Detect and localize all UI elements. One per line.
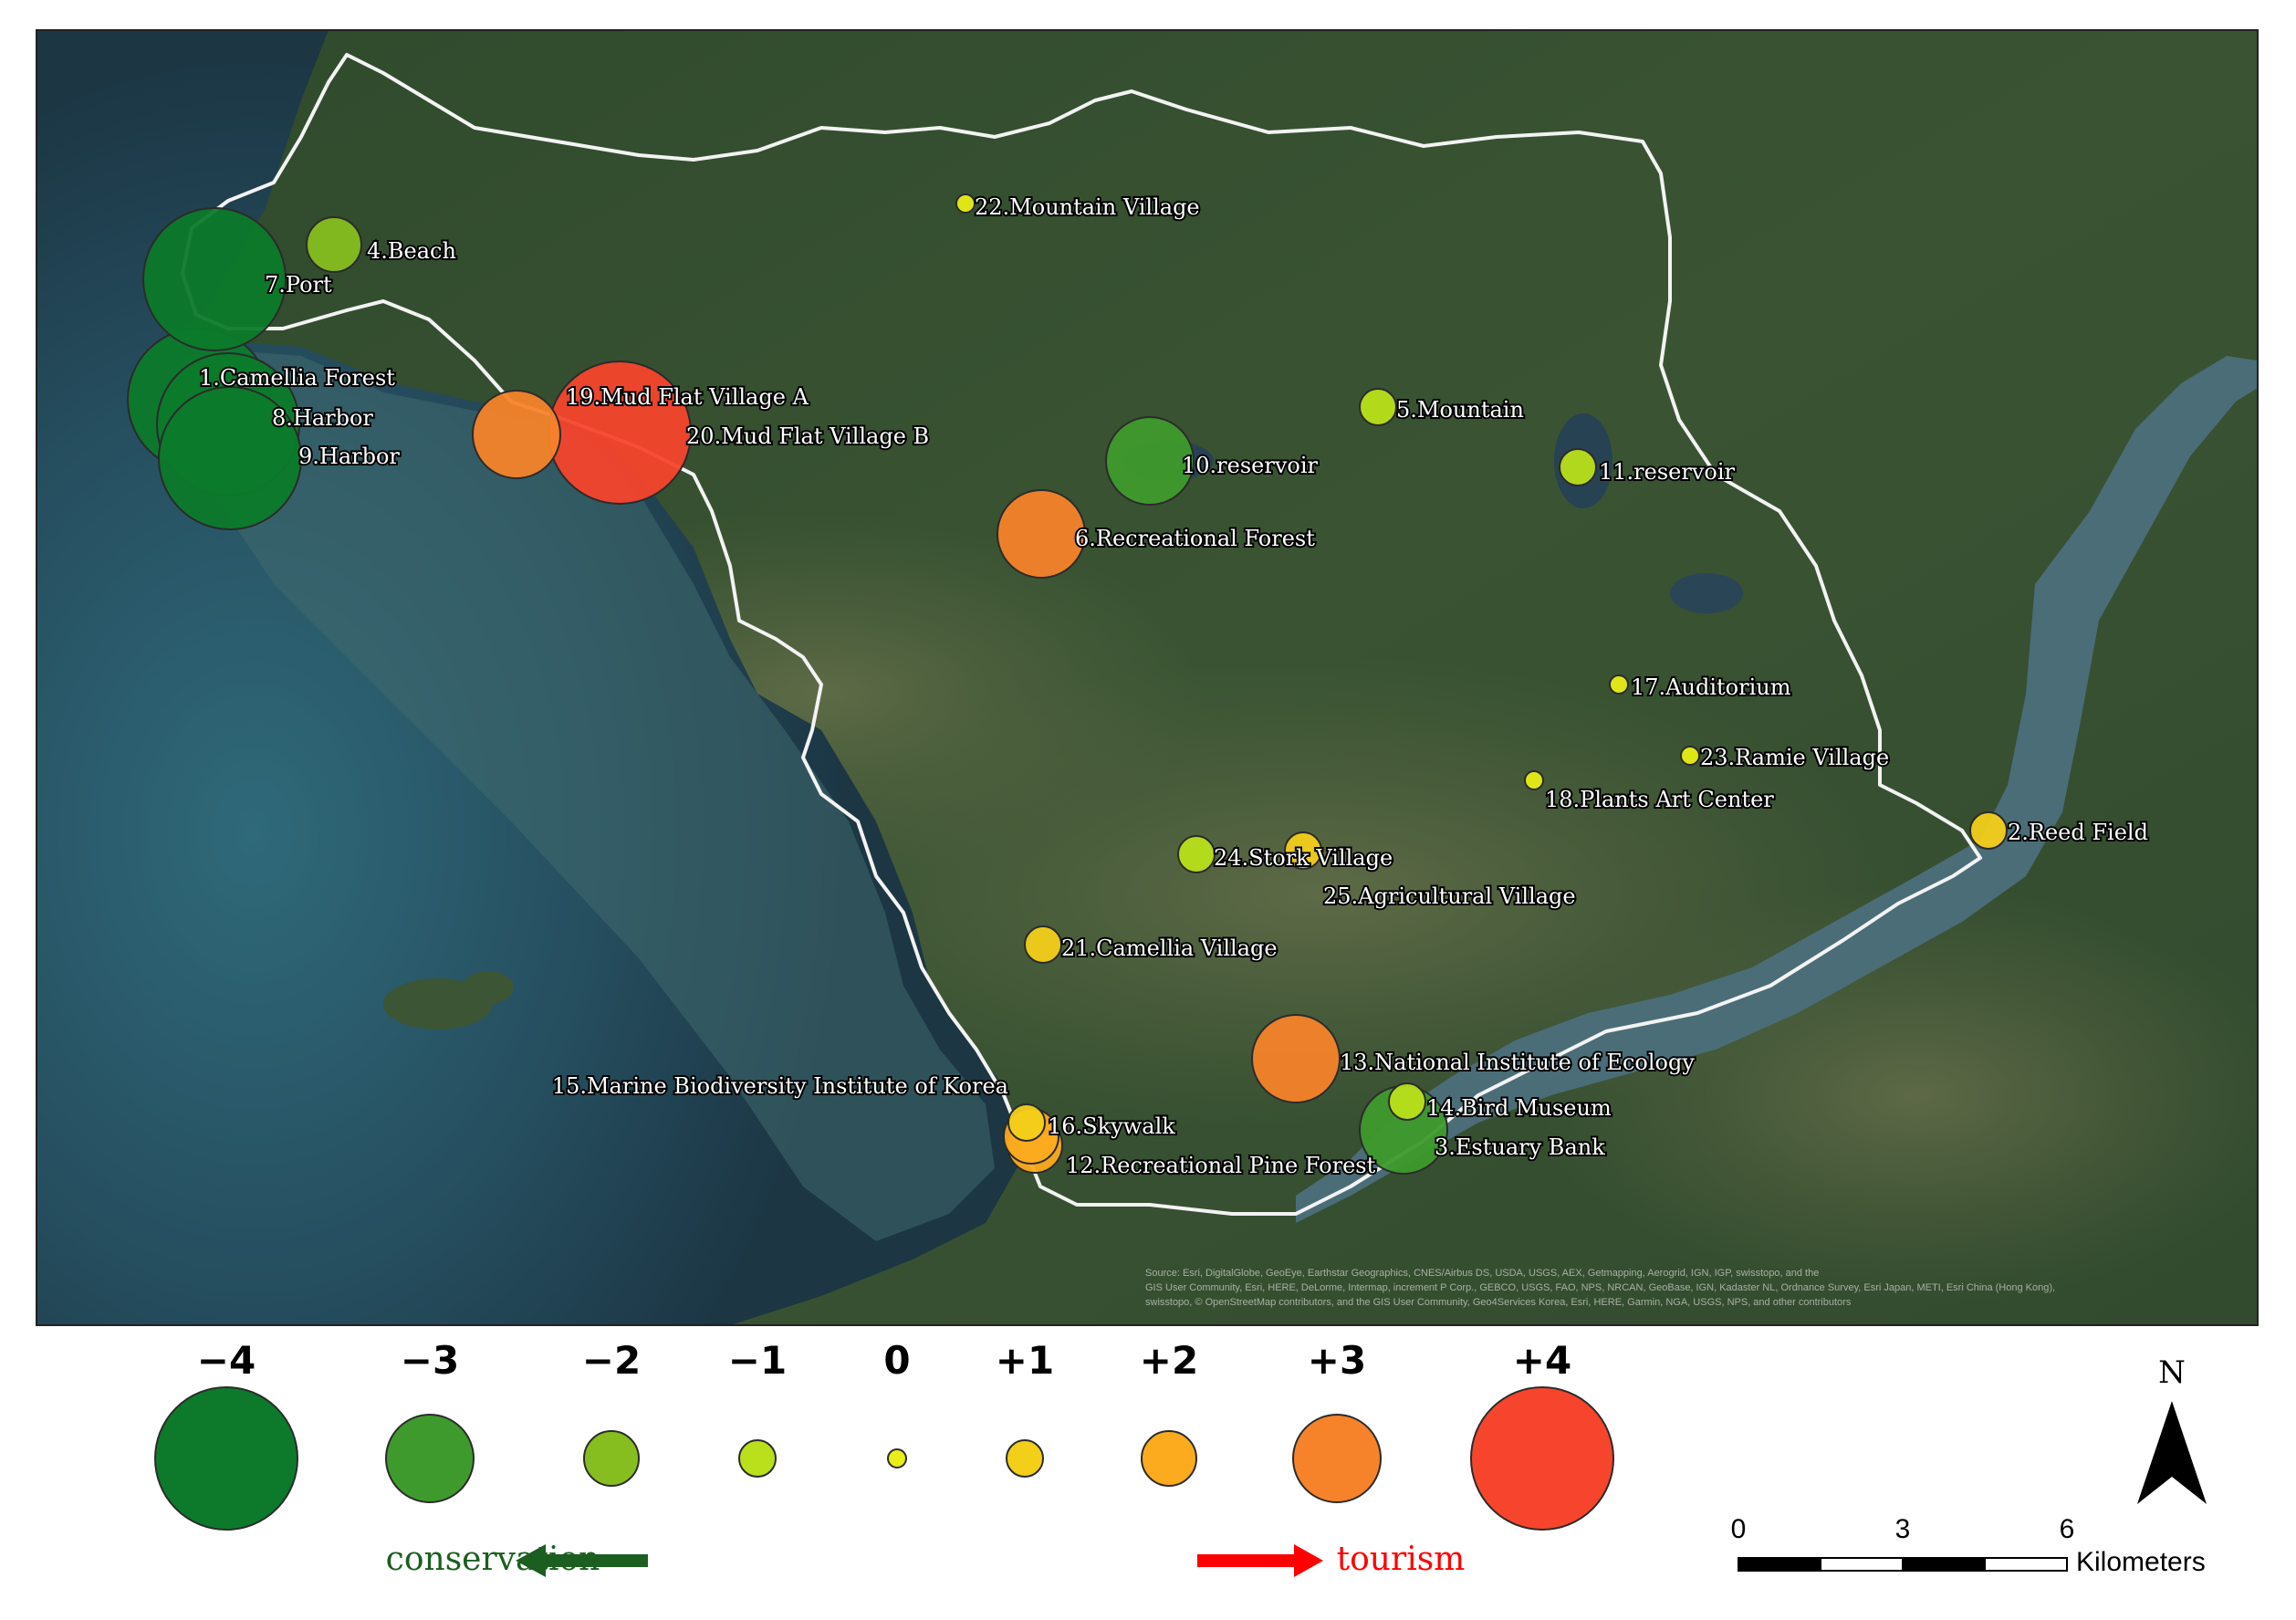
site-marker <box>306 216 362 273</box>
scale-tick-label: 6 <box>2060 1514 2075 1544</box>
legend: −4 −3 −2 −1 0 +1 +2 +3 +4 conservation tourism <box>154 1338 1614 1578</box>
legend-value-label: −3 <box>401 1338 459 1383</box>
north-arrow-icon <box>2137 1401 2207 1504</box>
site-label: 24.Stork Village <box>1214 845 1393 871</box>
legend-bubble <box>1006 1439 1044 1478</box>
site-marker <box>1680 746 1700 766</box>
site-label: 5.Mountain <box>1396 397 1524 423</box>
site-marker <box>1359 388 1397 426</box>
site-marker <box>1559 448 1597 486</box>
site-label: 1.Camellia Forest <box>199 365 395 391</box>
site-marker <box>1024 925 1062 964</box>
tourism-arrow <box>1197 1544 1323 1577</box>
legend-value-label: +4 <box>1513 1338 1571 1383</box>
site-marker <box>955 193 976 214</box>
site-markers <box>127 193 2008 1175</box>
site-marker <box>1388 1082 1426 1121</box>
scale-unit: Kilometers <box>2076 1547 2206 1577</box>
site-label: 6.Recreational Forest <box>1075 526 1315 551</box>
mud-flat <box>183 347 995 1241</box>
legend-value-label: +3 <box>1308 1338 1366 1383</box>
site-marker <box>997 489 1086 579</box>
legend-value-label: −2 <box>582 1338 641 1383</box>
site-label: 12.Recreational Pine Forest <box>1066 1153 1376 1178</box>
site-label: 8.Harbor <box>272 405 373 431</box>
site-label: 11.reservoir <box>1599 459 1736 485</box>
site-marker <box>1007 1103 1046 1142</box>
site-label: 4.Beach <box>367 238 456 264</box>
legend-bubble <box>1470 1386 1614 1531</box>
legend-bubble <box>154 1386 298 1531</box>
reservoir-shape <box>1670 573 1743 613</box>
scale-segment <box>1984 1557 2068 1572</box>
site-marker <box>1284 831 1322 870</box>
site-marker <box>548 361 692 505</box>
site-marker <box>1105 416 1195 506</box>
conservation-arrow <box>516 1544 648 1577</box>
site-label: 16.Skywalk <box>1048 1113 1175 1139</box>
north-label: N <box>2158 1354 2186 1391</box>
site-label: 17.Auditorium <box>1631 674 1791 700</box>
legend-bubble <box>887 1448 907 1468</box>
attribution-line: GIS User Community, Esri, HERE, DeLorme,… <box>1145 1282 2055 1293</box>
legend-bubble <box>385 1414 475 1503</box>
island <box>463 971 514 1004</box>
site-label: 19.Mud Flat Village A <box>566 384 809 410</box>
legend-value-label: +1 <box>996 1338 1054 1383</box>
site-marker <box>158 386 302 530</box>
north-arrow: N <box>2137 1354 2207 1504</box>
site-label: 7.Port <box>265 272 332 298</box>
site-label: 3.Estuary Bank <box>1435 1134 1605 1160</box>
legend-bubble <box>738 1439 777 1478</box>
tourism-label: tourism <box>1337 1541 1466 1578</box>
site-marker <box>472 390 561 479</box>
site-marker <box>1969 811 2008 850</box>
site-label: 15.Marine Biodiversity Institute of Kore… <box>552 1073 1008 1099</box>
study-area-boundary <box>181 53 1982 1216</box>
scale-tick-label: 0 <box>1731 1514 1747 1544</box>
legend-bubble <box>1141 1430 1197 1487</box>
scale-tick-label: 3 <box>1895 1514 1911 1544</box>
site-label: 10.reservoir <box>1182 453 1319 478</box>
site-marker <box>1177 835 1216 873</box>
legend-bubble <box>583 1430 640 1487</box>
scale-bar: 0 3 6 Kilometers <box>1731 1514 2206 1577</box>
site-marker <box>1251 1014 1341 1103</box>
site-labels: 1.Camellia Forest 2.Reed Field 3.Estuary B… <box>197 193 2150 1180</box>
attribution-line: swisstopo, © OpenStreetMap contributors,… <box>1145 1297 1852 1308</box>
site-marker <box>142 207 287 351</box>
scale-segment <box>1902 1557 1986 1572</box>
site-label: 18.Plants Art Center <box>1545 787 1774 812</box>
legend-value-label: +2 <box>1140 1338 1198 1383</box>
site-label: 25.Agricultural Village <box>1323 883 1576 909</box>
site-label: 14.Bird Museum <box>1426 1095 1612 1121</box>
site-label: 9.Harbor <box>298 444 400 469</box>
site-label: 22.Mountain Village <box>975 194 1200 220</box>
legend-bubble <box>1292 1414 1382 1503</box>
attribution-line: Source: Esri, DigitalGlobe, GeoEye, Eart… <box>1145 1268 1819 1279</box>
scale-segment <box>1820 1557 1904 1572</box>
site-label: 20.Mud Flat Village B <box>686 423 929 449</box>
site-marker <box>1609 674 1629 695</box>
legend-value-label: −4 <box>197 1338 256 1383</box>
attribution: Source: Esri, DigitalGlobe, GeoEye, Eart… <box>1145 1268 2055 1308</box>
site-marker <box>1524 770 1544 790</box>
scale-segment <box>1738 1557 1821 1572</box>
site-label: 2.Reed Field <box>2008 820 2148 845</box>
site-label: 21.Camellia Village <box>1061 935 1278 961</box>
legend-value-label: 0 <box>883 1338 910 1383</box>
legend-value-label: −1 <box>728 1338 787 1383</box>
site-label: 23.Ramie Village <box>1700 745 1889 770</box>
site-label: 13.National Institute of Ecology <box>1340 1050 1695 1075</box>
